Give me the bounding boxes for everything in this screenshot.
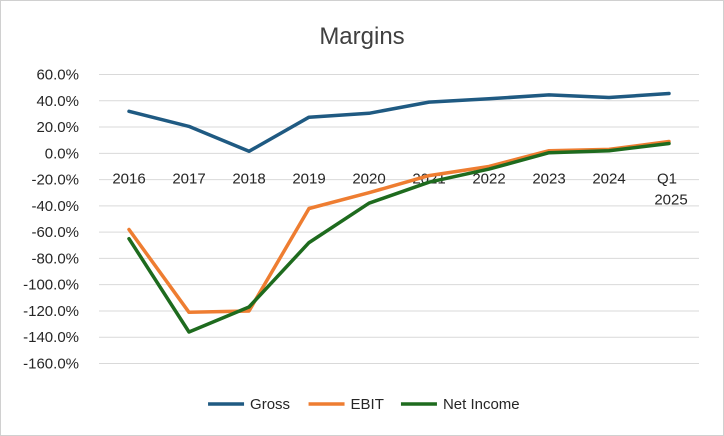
x-tick-label: 2017 <box>172 170 205 187</box>
legend-item-gross: Gross <box>208 396 290 413</box>
y-tick-label: 40.0% <box>36 93 79 110</box>
chart-title: Margins <box>319 23 404 50</box>
y-tick-label: -140.0% <box>23 329 79 346</box>
y-tick-label: -120.0% <box>23 303 79 320</box>
x-tick-label: 2023 <box>532 170 565 187</box>
legend-item-net-income: Net Income <box>400 396 520 413</box>
y-tick-label: -20.0% <box>31 172 79 189</box>
legend-label: EBIT <box>351 396 384 413</box>
legend-item-ebit: EBIT <box>308 396 384 413</box>
x-tick-label: Q1 2025 <box>654 170 687 208</box>
y-tick-label: 0.0% <box>45 145 79 162</box>
y-tick-label: 20.0% <box>36 119 79 136</box>
x-tick-label: 2020 <box>352 170 385 187</box>
y-tick-label: -160.0% <box>23 356 79 373</box>
x-tick-label: 2019 <box>292 170 325 187</box>
y-tick-label: -80.0% <box>31 250 79 267</box>
y-tick-label: -100.0% <box>23 277 79 294</box>
x-tick-label: 2024 <box>592 170 625 187</box>
legend-label: Gross <box>250 396 290 413</box>
y-tick-label: 60.0% <box>36 67 79 84</box>
x-tick-label: 2022 <box>472 170 505 187</box>
series-line-gross <box>127 91 671 154</box>
y-tick-label: -40.0% <box>31 198 79 215</box>
x-tick-label: 2016 <box>112 170 145 187</box>
y-tick-label: -60.0% <box>31 224 79 241</box>
legend-label: Net Income <box>443 396 520 413</box>
series-line-net-income <box>127 141 671 334</box>
x-tick-label: 2018 <box>232 170 265 187</box>
